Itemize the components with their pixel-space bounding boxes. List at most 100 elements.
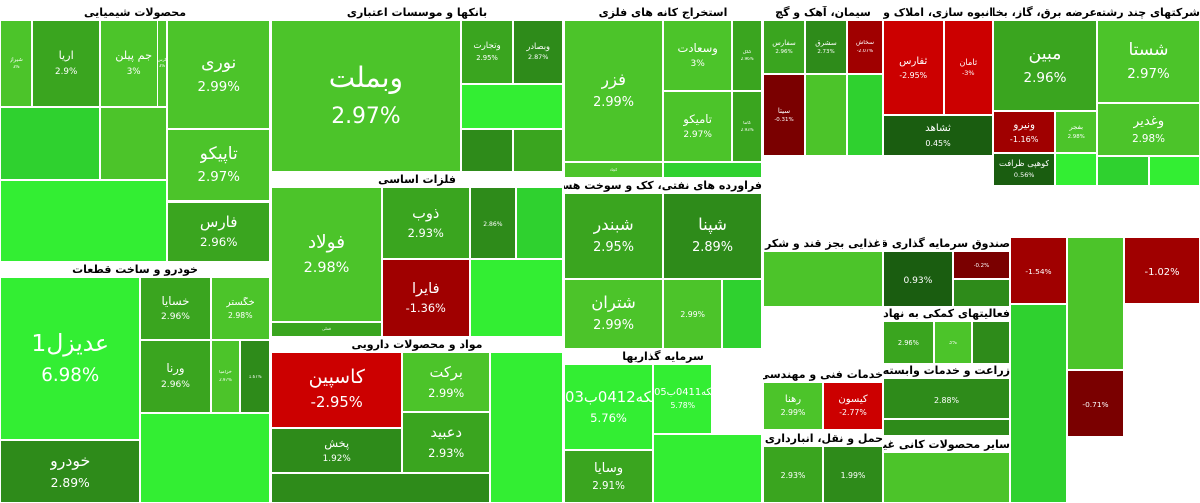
stock-tile[interactable]: خودرو 2.89% [0,439,141,503]
stock-tile[interactable] [653,433,762,503]
stock-tile[interactable]: شتران 2.99% [564,278,663,349]
stock-tile[interactable]: -1.02% [1124,237,1200,304]
stock-tile[interactable] [1097,156,1149,186]
stock-tile[interactable]: وبصادر 2.87% [513,20,563,84]
stock-tile[interactable]: رهنا 2.99% [763,382,823,430]
stock-change-label: -1.16% [1009,135,1039,145]
stock-name: وبصادر [526,42,550,52]
stock-tile[interactable]: سفارس 2.96% [763,20,805,75]
stock-name: کیسون [838,394,868,406]
stock-tile[interactable] [0,107,100,180]
stock-tile[interactable]: شپنا 2.89% [663,193,762,279]
stock-tile[interactable]: ثشاهد 0.45% [883,115,993,156]
stock-tile[interactable]: وسعادت 3% [663,20,733,92]
stock-tile[interactable]: 2.86% [469,187,517,259]
stock-tile[interactable]: وغدیر 2.98% [1097,103,1200,157]
stock-tile[interactable]: شبندر 2.95% [564,193,663,279]
stock-tile[interactable] [763,251,883,307]
stock-tile[interactable]: آریا 2.9% [32,20,100,108]
stock-tile[interactable]: وسایا 2.91% [564,450,654,503]
stock-tile[interactable] [1010,303,1067,503]
sector: زراعت و خدمات وابسته 2.88% [883,364,1010,436]
stock-tile[interactable] [952,279,1010,307]
stock-tile[interactable]: جم پیلن 3% [99,20,168,108]
stock-tile[interactable]: عدیزل1 6.98% [0,277,141,440]
stock-tile[interactable]: فولاد 2.98% [271,187,382,322]
stock-tile[interactable]: ونیرو -1.16% [993,111,1056,153]
stock-change-label: 3% [12,65,20,70]
stock-tile[interactable]: بفجر 2.98% [1055,111,1097,153]
stock-tile[interactable]: فایرا -1.36% [381,259,470,337]
stock-tile[interactable] [460,129,514,172]
stock-tile[interactable] [0,179,168,262]
stock-tile[interactable] [469,259,563,337]
stock-tile[interactable]: کگل 2.96% [732,20,762,92]
stock-tile[interactable]: 1.99% [823,446,883,503]
stock-change-label: -2.95% [899,70,928,80]
stock-tile[interactable] [516,187,563,259]
stock-tile[interactable]: سشرق 2.73% [805,20,847,75]
stock-tile[interactable]: -1.54% [1010,237,1067,304]
stock-tile[interactable]: خگستر 2.98% [210,277,270,341]
stock-tile[interactable] [663,162,762,178]
stock-tile[interactable]: کاسپین -2.95% [271,352,403,428]
stock-tile[interactable]: تاپیکو 2.97% [167,128,270,202]
stock-tile[interactable] [460,83,563,130]
stock-tile[interactable]: 3% [933,321,972,364]
stock-tile[interactable]: 2.93% [763,446,823,503]
stock-tile[interactable]: 2.96% [883,321,934,364]
stock-tile[interactable] [1067,237,1124,370]
stock-tile[interactable]: ثامان -3% [943,20,993,116]
stock-tile[interactable]: فملی [271,322,382,337]
stock-tile[interactable]: کاما 2.93% [732,91,762,163]
stock-tile[interactable] [99,107,168,180]
stock-tile[interactable]: ثفارس -2.95% [883,20,944,116]
stock-tile[interactable]: خسایا 2.96% [140,277,211,341]
stock-tile[interactable]: شستا 2.97% [1097,20,1200,103]
stock-tile[interactable]: شیراز 3% [0,20,33,108]
stock-tile[interactable]: سخاش -2.07% [847,20,883,75]
stock-tile[interactable]: 1.67% [240,340,270,413]
stock-tile[interactable]: تامیکو 2.97% [663,91,733,163]
stock-tile[interactable]: کیسون -2.77% [823,382,883,430]
stock-tile[interactable]: کوهپی ظرافت 0.56% [993,152,1056,186]
stock-change-label: 2.97% [683,130,712,141]
stock-tile[interactable]: مبین 2.96% [993,20,1097,112]
stock-tile[interactable]: خزامیا 2.97% [210,340,241,413]
stock-tile[interactable]: 2.99% [663,278,723,349]
stock-tile[interactable] [1055,152,1097,186]
stock-tile[interactable]: فارس 2.96% [167,201,270,262]
sector: غذایی بجز قند و شکر [763,237,883,307]
stock-tile[interactable] [722,278,762,349]
stock-tile[interactable] [883,452,1010,503]
stock-tile[interactable] [490,352,563,503]
stock-tile[interactable]: وبملت 2.97% [271,20,461,172]
stock-tile[interactable]: فزر 2.99% [564,20,663,163]
stock-tile[interactable]: 2.88% [883,378,1010,419]
stock-tile[interactable]: -0.2% [952,251,1010,279]
stock-tile[interactable]: کچاد [564,162,663,178]
stock-tile[interactable]: دعبید 2.93% [402,412,490,473]
stock-tile[interactable] [883,418,1010,436]
stock-tile[interactable]: وتجارت 2.95% [460,20,514,84]
stock-name: خزامیا [219,370,232,376]
stock-tile[interactable] [1148,156,1200,186]
stock-tile[interactable]: سکه0411ب05 5.78% [653,364,713,434]
stock-name: فایرا [411,280,440,297]
stock-tile[interactable]: سیتا -0.31% [763,74,805,156]
stock-tile[interactable]: -0.71% [1067,370,1124,437]
stock-tile[interactable] [140,412,270,503]
stock-tile[interactable]: زاگرس3% [156,20,168,108]
stock-tile[interactable] [805,74,847,156]
stock-tile[interactable] [971,321,1010,364]
stock-tile[interactable]: برکت 2.99% [402,352,490,413]
stock-tile[interactable]: ورنا 2.96% [140,340,211,413]
stock-tile[interactable]: 0.93% [883,251,953,307]
stock-tile[interactable]: سکه0412ب03 5.76% [564,364,654,451]
stock-tile[interactable]: ذوب 2.93% [381,187,470,259]
stock-tile[interactable] [513,129,563,172]
stock-tile[interactable]: پخش 1.92% [271,427,403,473]
stock-tile[interactable]: نوری 2.99% [167,20,270,129]
stock-tile[interactable] [847,74,883,156]
stock-tile[interactable] [271,472,490,503]
